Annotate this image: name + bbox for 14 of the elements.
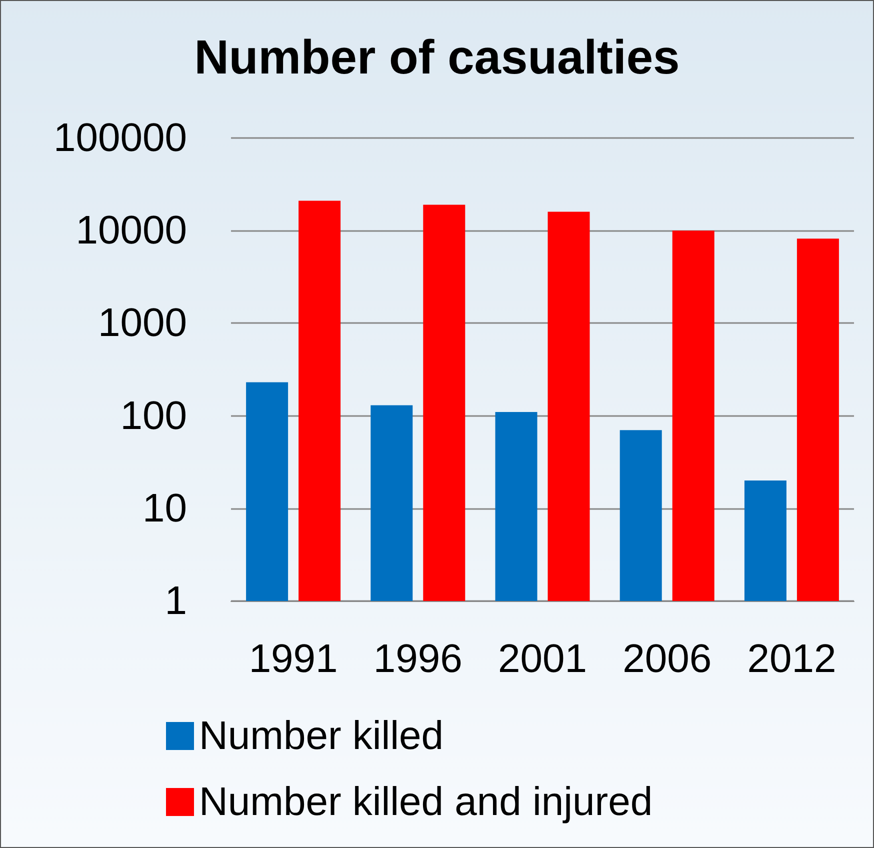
x-tick-label: 1996 [373, 637, 462, 681]
chart-title: Number of casualties [194, 32, 680, 84]
x-tick-label: 2001 [498, 637, 587, 681]
y-tick-label: 1 [164, 579, 187, 623]
x-tick-label: 2006 [622, 637, 712, 681]
y-tick-label: 100 [120, 394, 187, 438]
y-tick-label: 100000 [54, 116, 187, 160]
legend-label: Number killed and injured [199, 780, 653, 824]
x-tick-label: 2012 [747, 637, 836, 681]
x-tick-label: 1991 [248, 637, 338, 681]
legend-label: Number killed [199, 714, 444, 758]
y-tick-label: 1000 [98, 301, 187, 346]
y-tick-label: 10000 [76, 208, 187, 253]
y-tick-label: 10 [142, 486, 187, 530]
